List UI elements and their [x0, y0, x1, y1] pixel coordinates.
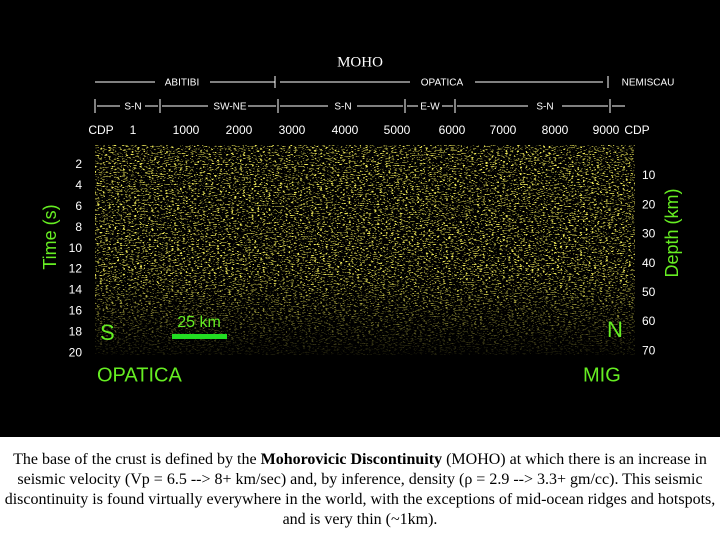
seismic-section — [95, 145, 635, 355]
depth-tick: 60 — [642, 314, 656, 328]
time-tick: 16 — [69, 303, 83, 317]
cdp-label: 4000 — [332, 123, 359, 137]
segment-label: SW-NE — [213, 102, 246, 113]
cdp-label: 7000 — [490, 123, 517, 137]
segment-label: E-W — [420, 102, 440, 113]
time-tick: 2 — [75, 157, 82, 171]
depth-tick: 40 — [642, 256, 656, 270]
cdp-label: 8000 — [542, 123, 569, 137]
depth-tick: 50 — [642, 285, 656, 299]
time-tick: 14 — [69, 283, 83, 297]
region-label: ABITIBI — [165, 78, 199, 89]
depth-axis-label: Depth (km) — [662, 188, 682, 277]
caption: The base of the crust is defined by the … — [0, 437, 720, 540]
cdp-label: 1 — [130, 123, 137, 137]
region-label: NEMISCAU — [622, 78, 675, 89]
time-tick: 6 — [75, 199, 82, 213]
time-tick: 20 — [69, 345, 83, 359]
cdp-label: 1000 — [173, 123, 200, 137]
caption-text: (MOHO) at which there is an increase in … — [4, 451, 716, 528]
time-tick: 10 — [69, 241, 83, 255]
cdp-label: 6000 — [439, 123, 466, 137]
cdp-label: 2000 — [226, 123, 253, 137]
north-label: N — [607, 317, 623, 342]
region-label: OPATICA — [421, 78, 464, 89]
segment-label: S-N — [536, 102, 553, 113]
scale-label: 25 km — [177, 314, 221, 331]
annotation-lines — [94, 76, 625, 113]
segment-label: S-N — [334, 102, 351, 113]
scale-bar — [172, 334, 227, 339]
time-tick: 8 — [75, 220, 82, 234]
depth-tick: 10 — [642, 168, 656, 182]
cdp-label: 9000 — [593, 123, 620, 137]
depth-tick: 20 — [642, 197, 656, 211]
figure: MOHO ABITIBI OPATICA NEMISCAU S-N SW-NE S-N E-… — [40, 54, 682, 386]
time-tick: 12 — [69, 262, 83, 276]
cdp-label: 3000 — [279, 123, 306, 137]
caption-bold: Mohorovicic Discontinuity — [260, 451, 443, 468]
depth-tick: 70 — [642, 343, 656, 357]
caption-text: The base of the crust is defined by the — [13, 451, 261, 468]
time-tick: 4 — [75, 178, 82, 192]
depth-tick: 30 — [642, 227, 656, 241]
cdp-label: 5000 — [384, 123, 411, 137]
seismic-noise — [95, 145, 635, 355]
cdp-label: CDP — [88, 123, 113, 137]
time-axis-label: Time (s) — [40, 204, 60, 269]
bottom-right-label: MIG — [583, 364, 621, 386]
segment-label: S-N — [124, 102, 141, 113]
title: MOHO — [337, 54, 383, 70]
time-tick: 18 — [69, 324, 83, 338]
cdp-label: CDP — [624, 123, 649, 137]
bottom-left-label: OPATICA — [97, 364, 182, 386]
south-label: S — [100, 320, 115, 345]
